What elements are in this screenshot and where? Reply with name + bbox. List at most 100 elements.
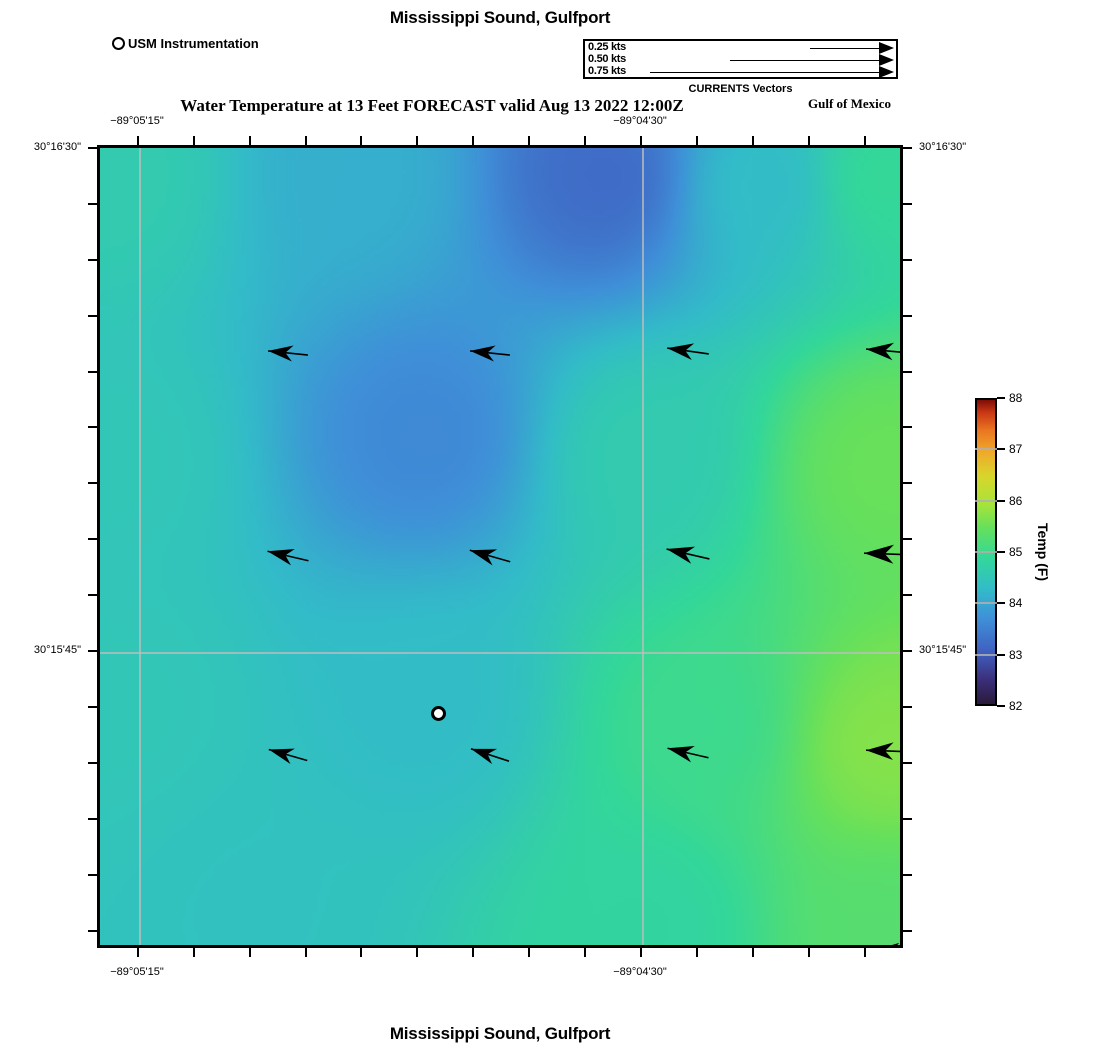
axis-tick-bottom <box>584 948 586 957</box>
axis-tick-left <box>88 147 97 149</box>
axis-label-x-top: −89°05'15" <box>110 115 164 127</box>
axis-tick-bottom <box>360 948 362 957</box>
axis-tick-right <box>903 371 912 373</box>
axis-tick-left <box>88 371 97 373</box>
axis-tick-top <box>249 136 251 145</box>
colorbar-tick <box>997 397 1005 399</box>
station-legend: USM Instrumentation <box>112 36 259 51</box>
axis-tick-top <box>752 136 754 145</box>
colorbar-tick <box>997 448 1005 451</box>
current-vector-arrow <box>268 345 308 362</box>
axis-tick-left <box>88 259 97 261</box>
currents-legend-label: 0.75 kts <box>588 65 626 77</box>
colorbar-tick-label: 88 <box>1009 391 1023 405</box>
currents-legend-shaft <box>730 60 880 61</box>
colorbar-tick <box>997 499 1005 502</box>
current-vector-arrow <box>667 343 709 361</box>
colorbar-title: Temp (F) <box>1035 522 1051 582</box>
region-label: Gulf of Mexico <box>808 96 892 111</box>
temperature-field-canvas <box>100 148 900 945</box>
currents-legend-row: 0.50 kts <box>585 53 896 66</box>
map-frame[interactable] <box>97 145 903 948</box>
temperature-heatmap <box>100 148 900 945</box>
axis-tick-bottom <box>808 948 810 957</box>
axis-tick-top <box>808 136 810 145</box>
colorbar-inner-tick <box>975 499 997 502</box>
currents-legend-row: 0.75 kts <box>585 65 896 78</box>
current-vector-arrow <box>891 942 900 945</box>
current-vector-arrow <box>666 546 710 564</box>
gridline-vertical <box>642 148 644 945</box>
axis-tick-left <box>88 203 97 205</box>
colorbar-tick-label: 87 <box>1009 442 1023 457</box>
axis-tick-left <box>88 930 97 932</box>
axis-tick-right <box>903 315 912 317</box>
axis-tick-bottom <box>472 948 474 957</box>
current-vector-arrow <box>865 742 900 760</box>
colorbar-tick-label: 82 <box>1009 699 1023 713</box>
axis-label-y-left: 30°15'45" <box>33 644 81 656</box>
axis-tick-bottom <box>249 948 251 957</box>
axis-label-y-right: 30°16'30" <box>919 141 967 153</box>
axis-tick-bottom <box>752 948 754 957</box>
currents-legend-caption: CURRENTS Vectors <box>688 83 793 95</box>
axis-tick-top <box>864 136 866 145</box>
colorbar-inner-tick <box>975 653 997 656</box>
current-vector-arrow <box>863 544 900 564</box>
station-marker[interactable] <box>431 706 446 721</box>
axis-tick-top <box>193 136 195 145</box>
axis-tick-top <box>696 136 698 145</box>
axis-label-x-top: −89°04'30" <box>613 115 667 127</box>
axis-tick-right <box>903 426 912 428</box>
axis-label-x-bottom: −89°04'30" <box>613 966 667 978</box>
current-vector-arrow <box>469 549 511 566</box>
chart-subtitle: Water Temperature at 13 Feet FORECAST va… <box>180 96 684 115</box>
axis-tick-top <box>360 136 362 145</box>
axis-label-y-right: 30°15'45" <box>919 644 967 656</box>
gridline-vertical <box>139 148 141 945</box>
axis-tick-right <box>903 706 912 708</box>
axis-tick-left <box>88 538 97 540</box>
axis-tick-right <box>903 762 912 764</box>
colorbar-tick-label: 84 <box>1009 596 1023 611</box>
colorbar-inner-tick <box>975 448 997 451</box>
current-vector-arrow <box>470 345 510 362</box>
axis-tick-left <box>88 315 97 317</box>
axis-tick-left <box>88 874 97 876</box>
axis-tick-bottom <box>137 948 139 957</box>
currents-legend-shaft <box>810 48 880 49</box>
axis-tick-bottom <box>193 948 195 957</box>
axis-tick-right <box>903 203 912 205</box>
axis-tick-top <box>528 136 530 145</box>
axis-tick-right <box>903 147 912 149</box>
colorbar-tick <box>997 602 1005 605</box>
colorbar-tick-label: 86 <box>1009 493 1023 508</box>
axis-tick-right <box>903 930 912 932</box>
current-vectors-svg <box>267 342 900 945</box>
axis-tick-bottom <box>696 948 698 957</box>
current-vector-arrow <box>470 748 510 765</box>
axis-tick-top <box>472 136 474 145</box>
axis-tick-right <box>903 482 912 484</box>
axis-tick-left <box>88 818 97 820</box>
bottom-title: Mississippi Sound, Gulfport <box>389 1024 611 1043</box>
axis-tick-left <box>88 426 97 428</box>
arrow-head-icon <box>879 42 894 54</box>
axis-tick-right <box>903 538 912 540</box>
axis-tick-right <box>903 874 912 876</box>
axis-tick-top <box>640 136 642 145</box>
currents-legend-label: 0.25 kts <box>588 41 626 53</box>
axis-tick-top <box>305 136 307 145</box>
axis-tick-left <box>88 762 97 764</box>
axis-tick-right <box>903 650 912 652</box>
current-vector-arrow <box>866 342 900 361</box>
page-title: Mississippi Sound, Gulfport <box>389 8 611 27</box>
axis-label-x-bottom: −89°05'15" <box>110 966 164 978</box>
arrow-head-icon <box>879 66 894 78</box>
axis-tick-right <box>903 594 912 596</box>
axis-tick-bottom <box>864 948 866 957</box>
colorbar-tick-label: 83 <box>1009 647 1023 662</box>
open-circle-icon <box>112 37 125 50</box>
axis-label-y-left: 30°16'30" <box>33 141 81 153</box>
colorbar-inner-tick <box>975 551 997 553</box>
